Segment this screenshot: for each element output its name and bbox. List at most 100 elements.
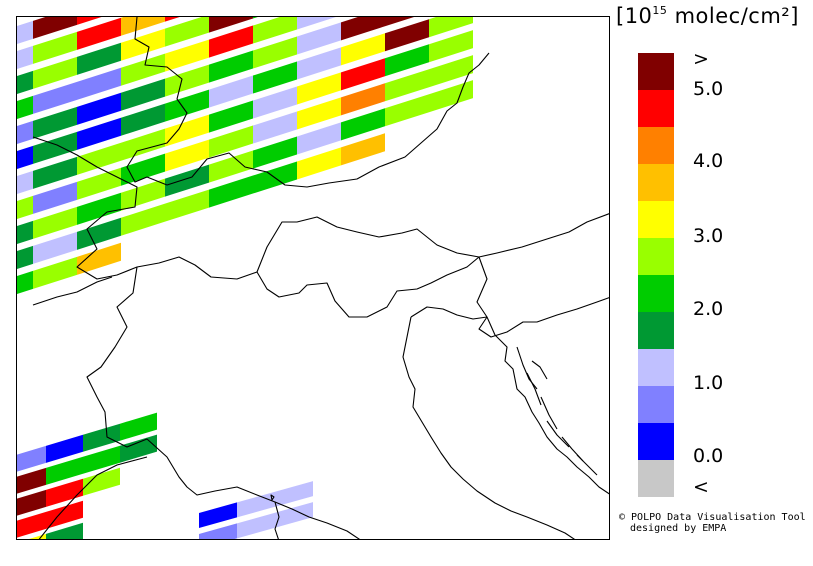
legend-swatch bbox=[638, 90, 674, 127]
legend-label: < bbox=[693, 476, 709, 498]
ground-pixel bbox=[341, 33, 385, 66]
ground-pixel bbox=[253, 61, 297, 94]
ground-pixel bbox=[46, 478, 83, 507]
ground-pixel bbox=[33, 106, 77, 139]
ground-pixel bbox=[33, 56, 77, 89]
ground-pixel bbox=[46, 500, 83, 529]
ground-pixel bbox=[77, 92, 121, 125]
ground-pixel bbox=[385, 19, 429, 52]
legend-swatch bbox=[638, 386, 674, 423]
ground-pixel bbox=[297, 22, 341, 55]
ground-pixel bbox=[429, 30, 473, 63]
ground-pixel bbox=[33, 256, 77, 289]
ground-pixel bbox=[83, 423, 120, 452]
ground-pixel bbox=[17, 195, 33, 220]
ground-pixel bbox=[297, 122, 341, 155]
ground-pixel bbox=[120, 412, 157, 441]
ground-pixel bbox=[385, 44, 429, 77]
ground-pixel bbox=[165, 114, 209, 147]
legend-label: > bbox=[693, 48, 709, 70]
ground-pixel bbox=[165, 17, 180, 22]
ground-pixel bbox=[275, 502, 313, 528]
legend-swatch bbox=[638, 275, 674, 312]
legend-label: 5.0 bbox=[693, 78, 724, 100]
ground-pixel bbox=[165, 64, 209, 97]
legend-label: 3.0 bbox=[693, 225, 724, 247]
ground-pixel bbox=[341, 133, 385, 166]
ground-pixel bbox=[341, 108, 385, 141]
ground-pixel bbox=[17, 220, 33, 245]
ground-pixel bbox=[121, 17, 165, 36]
ground-pixel bbox=[253, 136, 297, 169]
ground-pixel bbox=[297, 47, 341, 80]
ground-pixel bbox=[33, 81, 77, 114]
ground-pixel bbox=[17, 511, 46, 538]
ground-pixel bbox=[17, 467, 46, 494]
credit-line-2: designed by EMPA bbox=[630, 523, 727, 534]
ground-pixel bbox=[77, 42, 121, 75]
ground-pixel bbox=[165, 164, 209, 197]
ground-pixel bbox=[33, 181, 77, 214]
map-canvas[interactable] bbox=[17, 17, 610, 540]
ground-pixel bbox=[385, 94, 429, 127]
legend-swatch bbox=[638, 423, 674, 460]
ground-pixel bbox=[253, 111, 297, 144]
ground-pixel bbox=[429, 55, 473, 88]
ground-pixel bbox=[77, 142, 121, 175]
map-panel[interactable] bbox=[16, 16, 610, 540]
ground-pixel bbox=[209, 100, 253, 133]
legend-swatch bbox=[638, 53, 674, 90]
ground-pixel bbox=[77, 67, 121, 100]
ground-pixel bbox=[121, 103, 165, 136]
ground-pixel bbox=[385, 69, 429, 102]
ground-pixel bbox=[237, 512, 275, 539]
legend-swatch bbox=[638, 201, 674, 238]
ground-pixel bbox=[33, 231, 77, 264]
legend-swatch bbox=[638, 127, 674, 164]
ground-pixel bbox=[341, 83, 385, 116]
ground-pixel bbox=[17, 489, 46, 516]
ground-pixel bbox=[297, 72, 341, 105]
ground-pixel bbox=[209, 50, 253, 83]
legend-label: 1.0 bbox=[693, 372, 724, 394]
legend-swatch bbox=[638, 312, 674, 349]
ground-pixel bbox=[83, 445, 120, 474]
ground-pixel bbox=[17, 170, 33, 195]
ground-pixel bbox=[253, 17, 258, 19]
ground-pixel bbox=[77, 192, 121, 225]
legend-swatch bbox=[638, 164, 674, 201]
legend-unit-title: [1015 molec/cm²] bbox=[616, 4, 799, 28]
ground-pixel bbox=[17, 270, 33, 295]
ground-pixel bbox=[209, 150, 253, 183]
legend-swatch bbox=[638, 349, 674, 386]
ground-pixel bbox=[46, 456, 83, 485]
legend-label: 0.0 bbox=[693, 445, 724, 467]
ground-pixel bbox=[121, 153, 165, 186]
ground-pixel bbox=[33, 31, 77, 64]
ground-pixel bbox=[341, 17, 385, 41]
legend-label: 4.0 bbox=[693, 150, 724, 172]
ground-pixel bbox=[199, 523, 237, 539]
ground-pixel bbox=[17, 245, 33, 270]
ground-pixel bbox=[77, 167, 121, 200]
ground-pixel bbox=[46, 522, 83, 539]
ground-pixel bbox=[121, 178, 165, 211]
ground-pixel bbox=[77, 217, 121, 250]
ground-pixel bbox=[33, 156, 77, 189]
ground-pixel bbox=[209, 17, 253, 33]
ground-pixel bbox=[253, 36, 297, 69]
ground-pixel bbox=[165, 89, 209, 122]
ground-pixel bbox=[341, 58, 385, 91]
ground-pixel bbox=[253, 17, 297, 44]
ground-pixel bbox=[209, 75, 253, 108]
ground-pixel bbox=[121, 128, 165, 161]
ground-pixel bbox=[165, 17, 209, 47]
ground-pixel bbox=[77, 17, 121, 50]
ground-pixel bbox=[46, 434, 83, 463]
legend-swatch bbox=[638, 238, 674, 275]
ground-pixel bbox=[33, 206, 77, 239]
ground-pixel bbox=[33, 131, 77, 164]
legend-label: 2.0 bbox=[693, 298, 724, 320]
ground-pixel bbox=[165, 189, 209, 222]
ground-pixel bbox=[209, 25, 253, 58]
